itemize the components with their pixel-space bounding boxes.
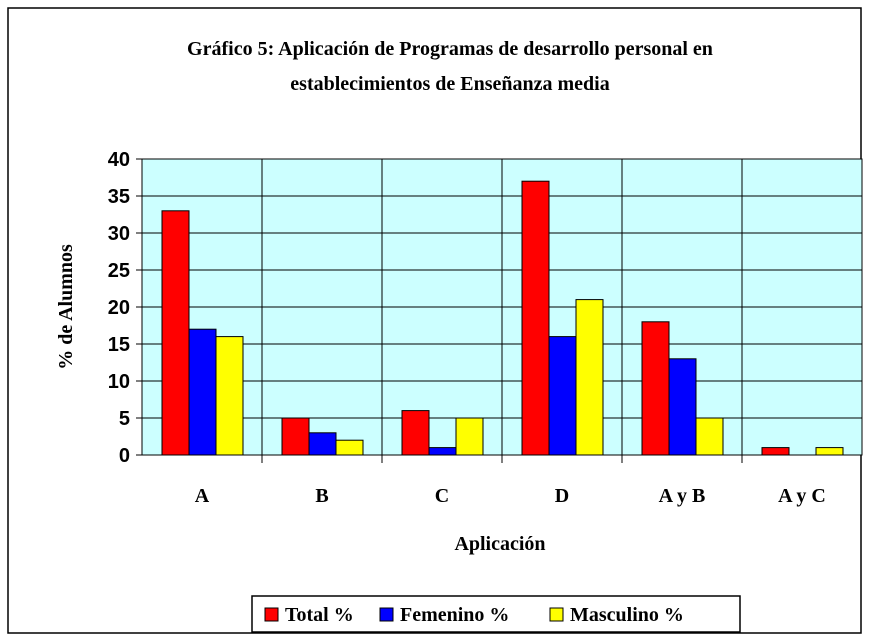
y-tick-label: 0 — [119, 445, 130, 467]
legend-swatch — [379, 607, 394, 622]
legend-label: Total % — [285, 604, 354, 626]
bar — [401, 410, 430, 456]
x-tick-label: B — [315, 485, 328, 507]
y-tick-label: 20 — [108, 297, 130, 319]
bar — [668, 358, 697, 456]
legend-swatch — [264, 607, 279, 622]
x-tick-label: A y B — [659, 485, 706, 507]
bar — [575, 299, 604, 456]
chart-title: Gráfico 5: Aplicación de Programas de de… — [187, 38, 713, 60]
y-tick-label: 15 — [108, 334, 130, 356]
bar — [548, 336, 577, 456]
bar — [695, 417, 724, 456]
x-tick-label: A y C — [778, 485, 826, 507]
x-tick-label: A — [195, 485, 210, 507]
x-tick-label: C — [435, 485, 449, 507]
bar — [455, 417, 484, 456]
legend-swatch — [549, 607, 564, 622]
y-tick-label: 35 — [108, 186, 130, 208]
bar — [641, 321, 670, 456]
bar — [815, 447, 844, 456]
y-tick-label: 10 — [108, 371, 130, 393]
x-tick-label: D — [555, 485, 569, 507]
bar — [215, 336, 244, 456]
legend-box — [251, 595, 741, 633]
bar — [335, 439, 364, 456]
y-tick-label: 30 — [108, 223, 130, 245]
bar — [188, 328, 217, 456]
bar — [521, 180, 550, 456]
y-tick-label: 25 — [108, 260, 130, 282]
x-axis-label: Aplicación — [454, 533, 545, 555]
legend-label: Masculino % — [570, 604, 684, 626]
bar — [308, 432, 337, 456]
bar — [761, 447, 790, 456]
y-axis-label: % de Alumnos — [55, 244, 77, 370]
chart-title: establecimientos de Enseñanza media — [290, 73, 609, 95]
bar — [161, 210, 190, 456]
legend-label: Femenino % — [400, 604, 509, 626]
bar — [281, 417, 310, 456]
y-tick-label: 5 — [119, 408, 130, 430]
y-tick-label: 40 — [108, 149, 130, 171]
bar — [428, 447, 457, 456]
